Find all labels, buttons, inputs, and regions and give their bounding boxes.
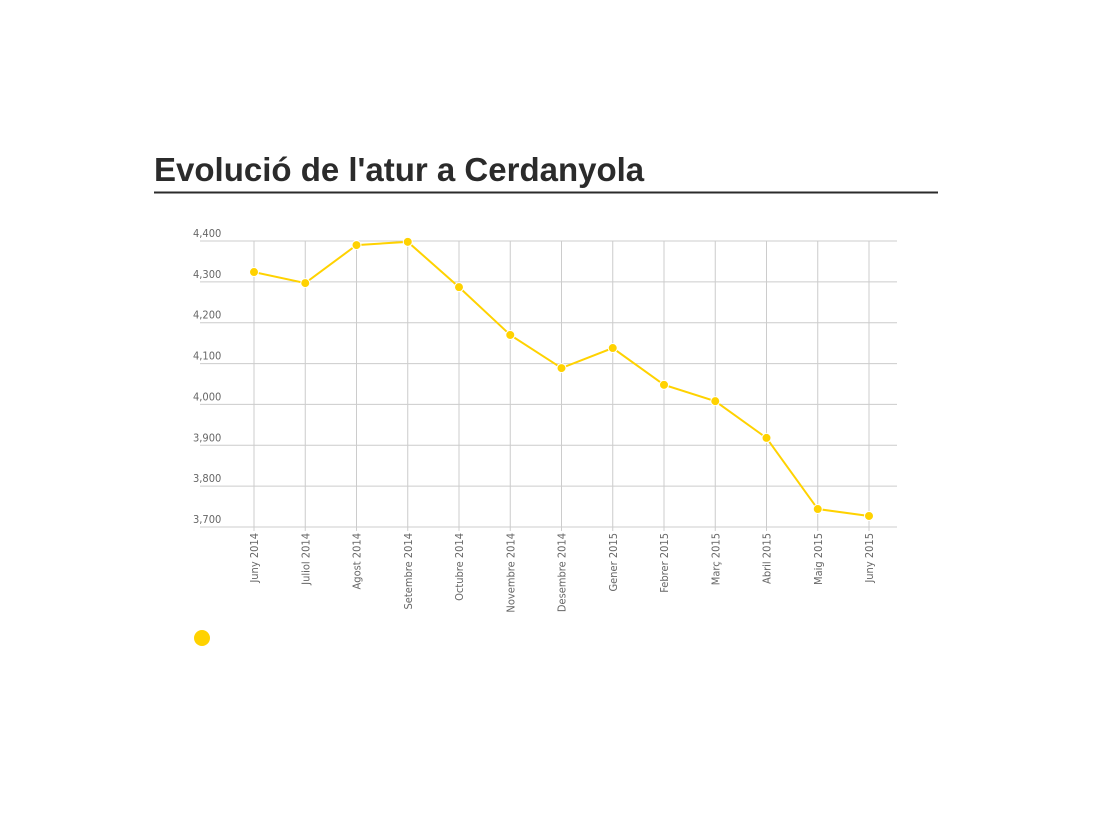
point (300, 278, 311, 289)
x-tick-label: Gener 2015 (607, 533, 620, 592)
x-tick-label: Juliol 2014 (299, 533, 312, 586)
y-tick-label: 4,100 (193, 350, 221, 363)
x-tick-label: Setembre 2014 (402, 533, 415, 610)
y-tick-label: 3,900 (193, 431, 221, 444)
x-tick-label: Novembre 2014 (504, 533, 517, 613)
y-tick-label: 3,800 (193, 472, 221, 485)
point (402, 236, 413, 247)
y-tick-label: 4,300 (193, 268, 221, 281)
point (505, 329, 516, 340)
point (864, 510, 874, 521)
y-tick-label: 4,200 (193, 309, 221, 322)
y-tick-label: 4,000 (193, 390, 221, 403)
x-tick-label: Octubre 2014 (453, 533, 466, 601)
point (351, 240, 362, 251)
y-tick-label: 4,400 (193, 227, 221, 240)
chart-title: Evolució de l'atur a Cerdanyola (154, 151, 645, 188)
x-tick-label: Juny 2014 (248, 533, 261, 584)
point (710, 396, 721, 407)
legend-marker (194, 630, 210, 646)
point (454, 282, 464, 293)
x-tick-label: Febrer 2015 (658, 533, 671, 593)
point (761, 432, 772, 443)
x-tick-label: Abril 2015 (761, 533, 774, 584)
point (607, 343, 618, 354)
point (556, 363, 567, 374)
x-tick-label: Maig 2015 (812, 533, 825, 585)
x-tick-label: Desembre 2014 (556, 533, 569, 612)
point (249, 267, 259, 278)
x-tick-label: Març 2015 (709, 533, 722, 585)
point (659, 379, 669, 390)
y-tick-label: 3,700 (193, 513, 221, 526)
x-tick-label: Juny 2015 (863, 533, 876, 584)
x-tick-label: Agost 2014 (351, 533, 364, 589)
point (812, 504, 823, 515)
